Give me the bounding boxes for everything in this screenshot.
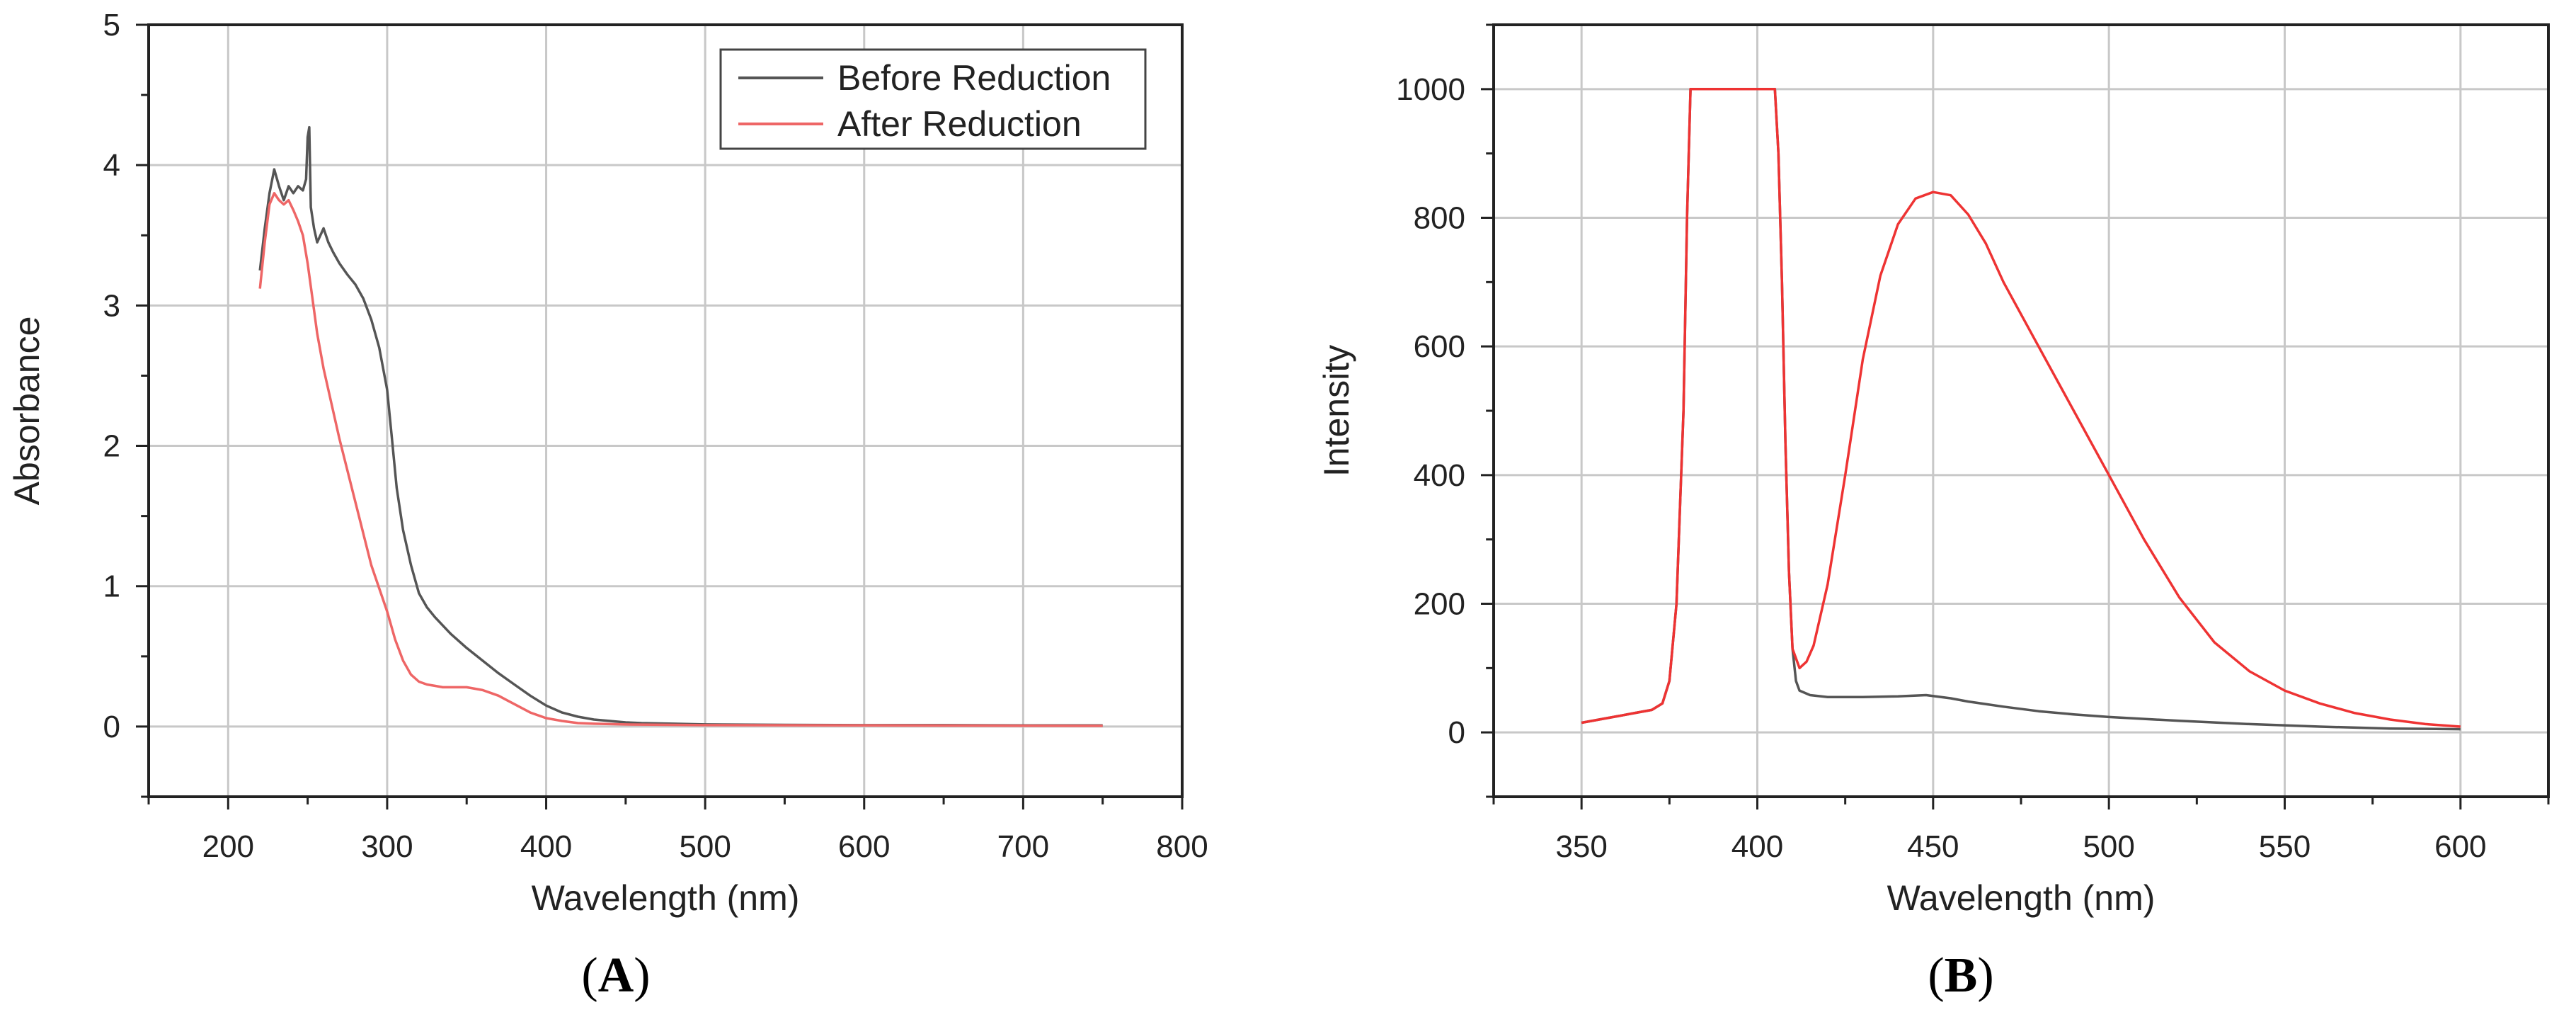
y-tick-label: 5 <box>103 8 120 42</box>
y-tick-label: 200 <box>1414 587 1465 622</box>
x-tick-label: 400 <box>520 829 572 864</box>
grid-lines <box>149 25 1182 797</box>
plot-frame <box>147 23 1184 798</box>
y-tick-label: 0 <box>103 710 120 744</box>
y-tick-label: 600 <box>1414 329 1465 364</box>
x-tick-label: 600 <box>838 829 890 864</box>
x-tick-label: 800 <box>1156 829 1208 864</box>
x-axis-label: Wavelength (nm) <box>532 878 800 918</box>
chart-panel-a: 200 300 400 500 600 700 800 0 1 2 3 4 5 Wavelength (… <box>7 8 1208 918</box>
panel-label-a: (A) <box>581 948 650 1003</box>
panel-letter-b: B <box>1945 948 1978 1003</box>
y-axis-label: Absorbance <box>7 317 47 506</box>
x-tick-label: 500 <box>679 829 731 864</box>
panel-letter-a: A <box>598 948 634 1003</box>
y-tick-label: 0 <box>1448 715 1465 750</box>
series-line-1 <box>1581 88 2461 731</box>
y-tick-label: 4 <box>103 148 120 183</box>
y-tick-label: 2 <box>103 429 120 464</box>
x-tick-label: 550 <box>2259 829 2311 864</box>
series-lines <box>1581 88 2461 731</box>
legend-label-before-reduction: Before Reduction <box>837 58 1111 98</box>
x-tick-label: 450 <box>1907 829 1959 864</box>
series-line-2 <box>1581 88 2461 728</box>
series-line-2 <box>258 192 1103 727</box>
x-tick-label: 500 <box>2083 829 2134 864</box>
x-tick-label: 300 <box>361 829 413 864</box>
x-tick-label: 200 <box>202 829 254 864</box>
chart-panel-b: 350 400 450 500 550 600 0 200 400 600 800 1000 Wave… <box>1317 23 2550 918</box>
panel-label-b: (B) <box>1928 948 1993 1003</box>
plot-frame <box>1492 23 2550 798</box>
y-tick-label: 3 <box>103 288 120 323</box>
y-tick-label: 800 <box>1414 201 1465 236</box>
series-line-1 <box>258 125 1103 727</box>
x-tick-label: 400 <box>1731 829 1783 864</box>
y-tick-label: 1 <box>103 569 120 604</box>
x-tick-label: 600 <box>2434 829 2486 864</box>
y-tick-label: 1000 <box>1396 72 1465 107</box>
legend-label-after-reduction: After Reduction <box>837 104 1082 144</box>
axis-ticks: 200 300 400 500 600 700 800 0 1 2 3 4 5 <box>103 8 1208 864</box>
series-lines <box>258 125 1103 727</box>
grid-lines <box>1494 25 2548 797</box>
y-axis-label: Intensity <box>1317 345 1356 477</box>
legend-box <box>719 48 1147 150</box>
y-tick-label: 400 <box>1414 458 1465 493</box>
legend: Before Reduction After Reduction <box>719 48 1147 150</box>
x-axis-label: Wavelength (nm) <box>1887 878 2156 918</box>
axis-ticks: 350 400 450 500 550 600 0 200 400 600 800 1000 <box>1396 23 2550 864</box>
x-tick-label: 700 <box>997 829 1049 864</box>
x-tick-label: 350 <box>1555 829 1607 864</box>
